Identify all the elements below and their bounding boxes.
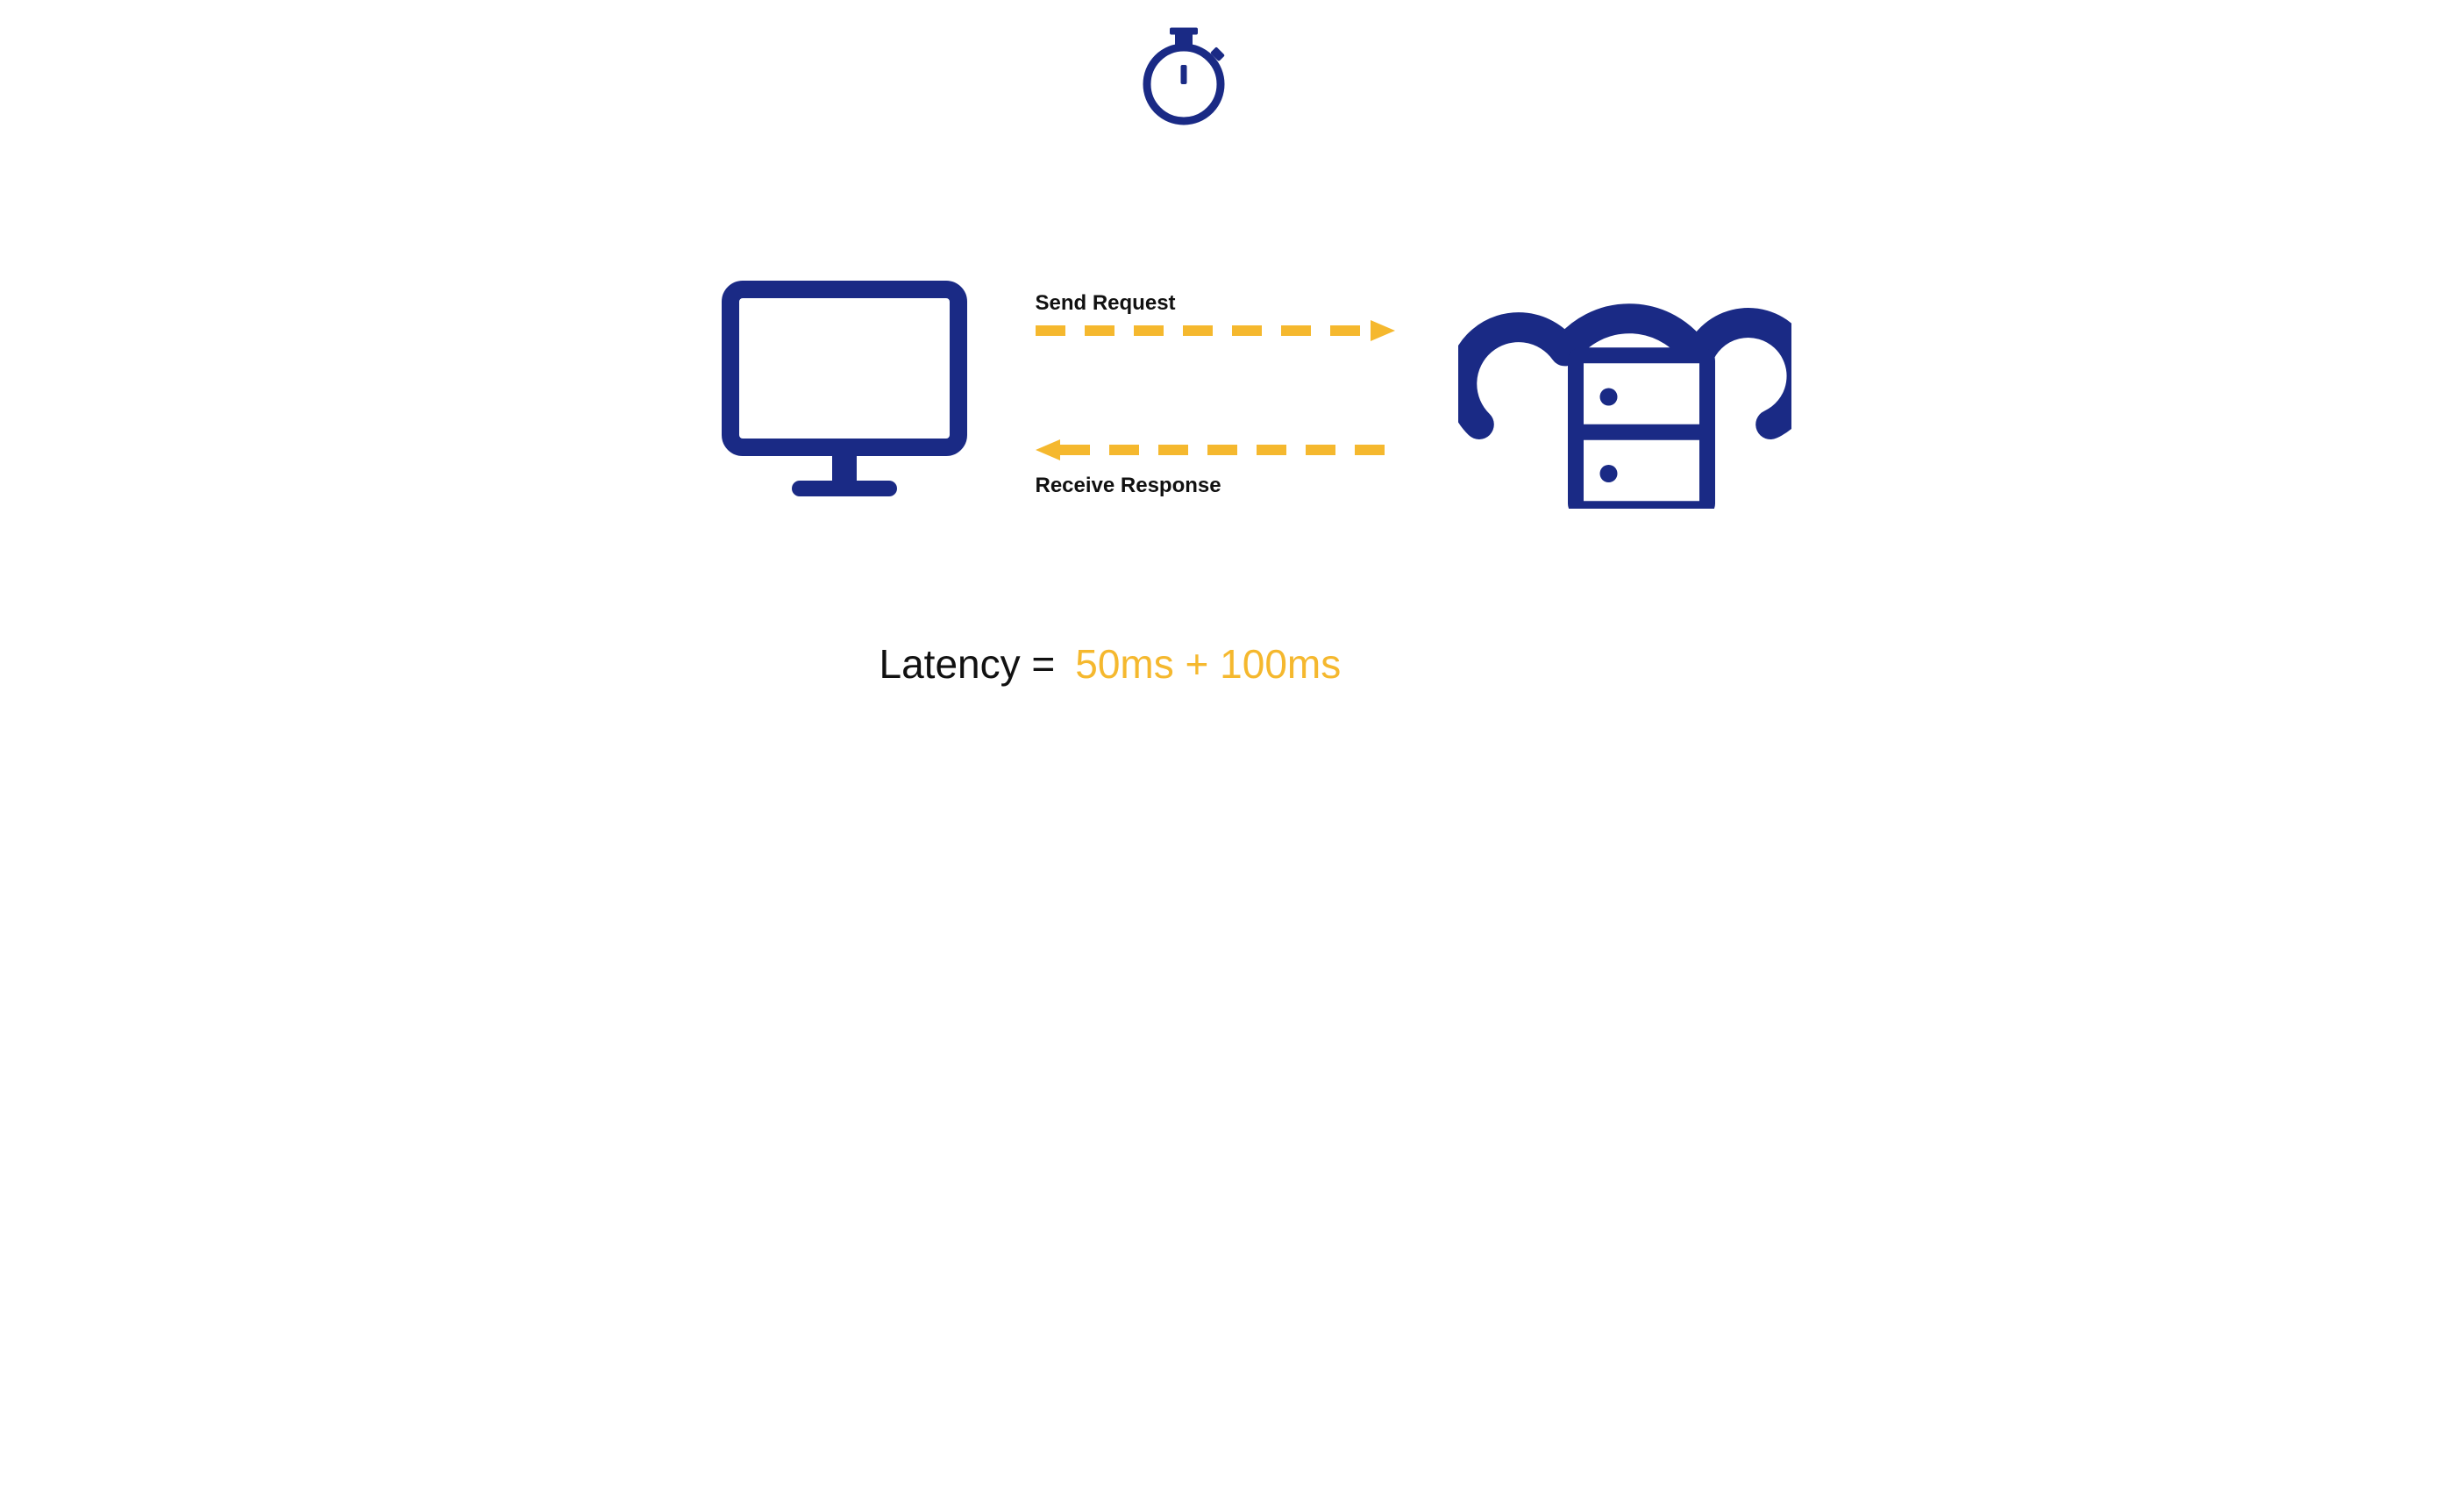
response-label: Receive Response [1036,474,1221,498]
equation-rhs: 50ms + 100ms [1075,640,1341,688]
latency-equation: Latency = 50ms + 100ms [879,640,1342,688]
cloud-server-icon [1458,246,1791,513]
stopwatch-icon [1130,25,1237,146]
diagram-canvas: Send Request Receive Response Latency = … [616,0,1848,756]
monitor-icon [722,281,967,513]
response-arrow [1036,438,1395,467]
request-label: Send Request [1036,291,1176,316]
equation-lhs: Latency = [879,640,1056,688]
request-arrow [1036,318,1395,347]
